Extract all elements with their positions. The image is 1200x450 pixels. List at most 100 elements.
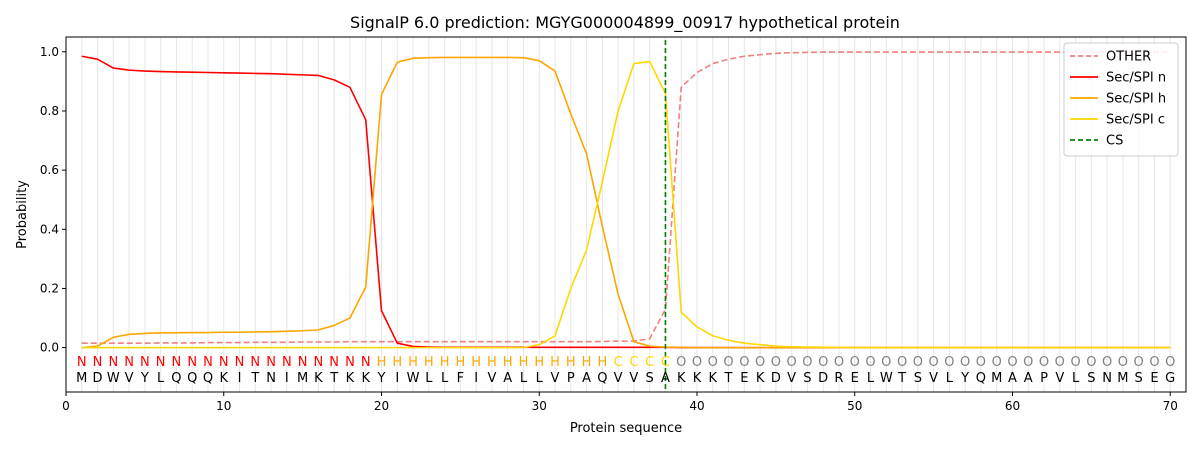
residue-label: T (329, 371, 338, 386)
region-label: H (582, 355, 592, 370)
region-label: O (818, 355, 828, 370)
residue-label: D (93, 371, 103, 386)
residue-label: V (929, 371, 938, 386)
residue-label: I (474, 371, 478, 386)
region-label: C (645, 355, 654, 370)
region-label: N (203, 355, 213, 370)
sequence-labels: NMNDNWNVNYNLNQNQNQNKNINTNNNINMNKNTNKNKHY… (76, 355, 1175, 386)
residue-label: Q (203, 371, 213, 386)
region-label: N (235, 355, 245, 370)
region-label: N (124, 355, 134, 370)
series-line-sec-spi-c (81, 60, 1171, 349)
residue-label: K (361, 371, 370, 386)
region-label: H (471, 355, 481, 370)
legend-entry: OTHER (1106, 50, 1151, 65)
region-label: O (897, 355, 907, 370)
residue-label: Y (377, 371, 386, 386)
region-label: O (1086, 355, 1096, 370)
region-label: O (992, 355, 1002, 370)
residue-label: Q (976, 371, 986, 386)
residue-label: V (551, 371, 560, 386)
residue-label: I (285, 371, 289, 386)
region-label: O (881, 355, 891, 370)
region-label: H (597, 355, 607, 370)
residue-label: V (125, 371, 134, 386)
region-label: O (976, 355, 986, 370)
region-label: O (787, 355, 797, 370)
residue-label: L (867, 371, 875, 386)
residue-label: V (1055, 371, 1064, 386)
residue-label: I (395, 371, 399, 386)
residue-label: E (740, 371, 748, 386)
region-label: H (487, 355, 497, 370)
region-label: H (408, 355, 418, 370)
region-label: O (834, 355, 844, 370)
residue-label: R (834, 371, 843, 386)
series-line-sec-spi-n (81, 55, 1171, 349)
region-label: H (503, 355, 513, 370)
region-label: O (1134, 355, 1144, 370)
residue-label: K (314, 371, 323, 386)
residue-label: K (219, 371, 228, 386)
y-tick-label: 0.4 (40, 222, 59, 236)
region-label: O (1102, 355, 1112, 370)
residue-label: K (756, 371, 765, 386)
residue-label: M (297, 371, 308, 386)
residue-label: T (897, 371, 906, 386)
y-axis-ticks: 0.0 0.2 0.4 0.6 0.8 1.0 (40, 45, 66, 355)
region-label: O (739, 355, 749, 370)
residue-label: L (1072, 371, 1080, 386)
grid-lines (81, 37, 1171, 392)
series-lines (81, 51, 1171, 349)
residue-label: L (425, 371, 433, 386)
residue-label: N (1102, 371, 1112, 386)
residue-label: P (1040, 371, 1048, 386)
residue-label: S (914, 371, 922, 386)
residue-label: P (567, 371, 575, 386)
region-label: O (723, 355, 733, 370)
residue-label: V (487, 371, 496, 386)
residue-label: K (677, 371, 686, 386)
region-label: H (377, 355, 387, 370)
region-label: C (629, 355, 638, 370)
residue-label: Y (960, 371, 969, 386)
region-label: O (1165, 355, 1175, 370)
y-tick-label: 0.8 (40, 104, 59, 118)
residue-label: L (441, 371, 449, 386)
residue-label: Q (187, 371, 197, 386)
residue-label: W (107, 371, 120, 386)
residue-label: F (457, 371, 464, 386)
x-tick-label: 50 (847, 399, 862, 413)
region-label: N (345, 355, 355, 370)
plot-frame (65, 36, 1187, 393)
residue-label: M (991, 371, 1002, 386)
legend-entry: Sec/SPI c (1106, 113, 1165, 128)
residue-label: T (724, 371, 733, 386)
region-label: N (156, 355, 166, 370)
residue-label: A (582, 371, 591, 386)
region-label: N (282, 355, 292, 370)
residue-label: A (503, 371, 512, 386)
region-label: O (771, 355, 781, 370)
region-label: O (865, 355, 875, 370)
legend-entry: Sec/SPI n (1106, 71, 1166, 86)
residue-label: M (1117, 371, 1128, 386)
region-label: O (802, 355, 812, 370)
region-label: O (928, 355, 938, 370)
region-label: H (392, 355, 402, 370)
x-tick-label: 10 (216, 399, 231, 413)
region-label: N (93, 355, 103, 370)
residue-label: S (1087, 371, 1095, 386)
legend-entry: Sec/SPI h (1106, 92, 1166, 107)
residue-label: S (803, 371, 811, 386)
y-tick-label: 1.0 (40, 45, 59, 59)
region-label: N (219, 355, 229, 370)
residue-label: S (1135, 371, 1143, 386)
region-label: N (172, 355, 182, 370)
y-tick-label: 0.2 (40, 281, 59, 295)
residue-label: I (238, 371, 242, 386)
region-label: O (960, 355, 970, 370)
region-label: O (913, 355, 923, 370)
residue-label: K (346, 371, 355, 386)
residue-label: L (536, 371, 544, 386)
